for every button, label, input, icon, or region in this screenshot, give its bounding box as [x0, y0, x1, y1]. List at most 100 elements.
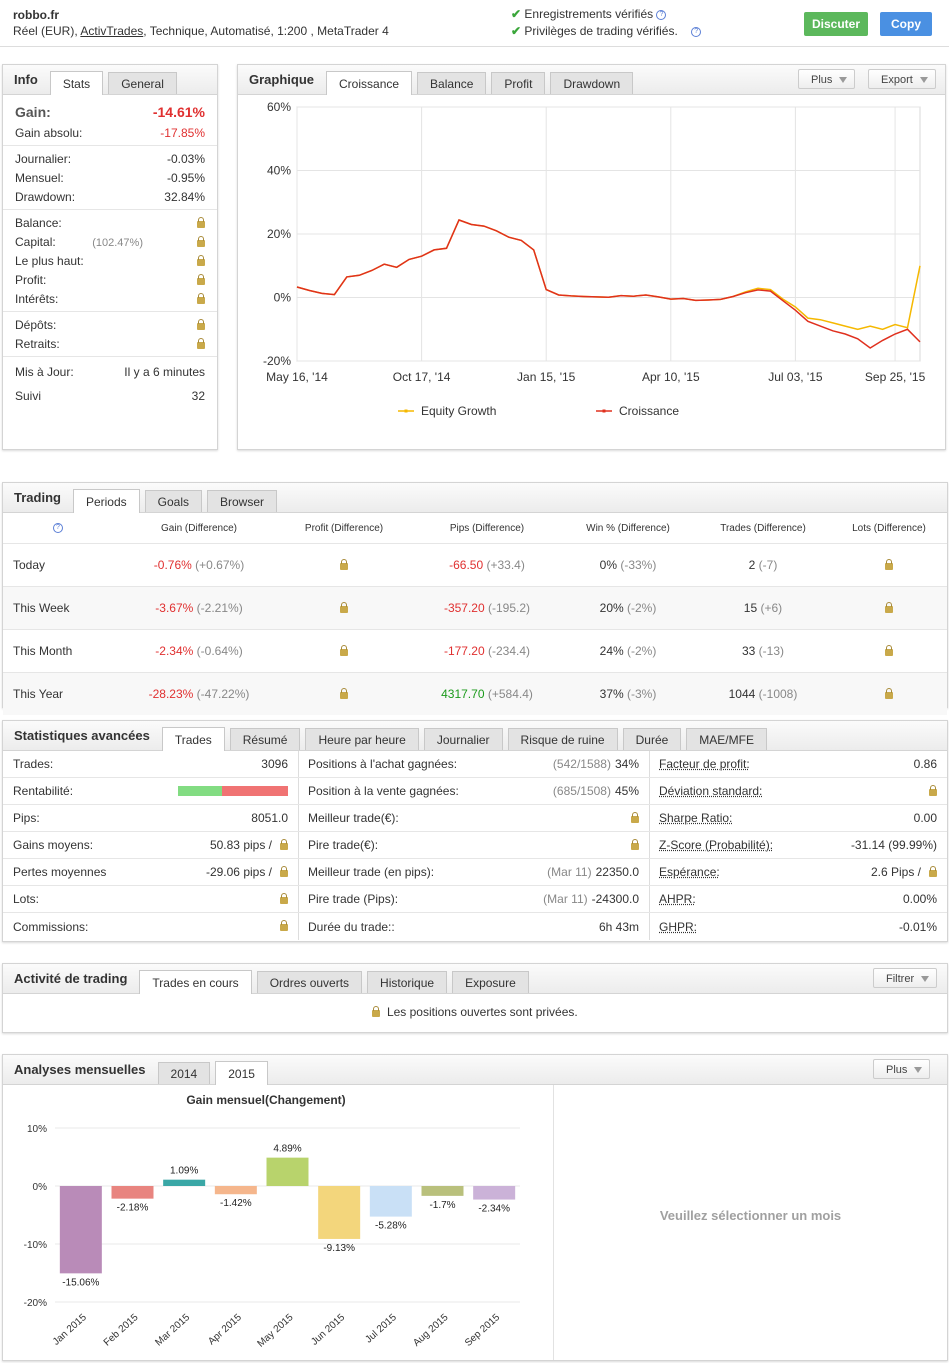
label: Gain absolu: — [15, 125, 83, 140]
difference: (-2%) — [627, 601, 657, 615]
value: Il y a 6 minutes — [124, 365, 205, 379]
bar — [214, 1186, 257, 1195]
discuss-button[interactable]: Discuter — [804, 12, 868, 36]
stats-row: Pertes moyennes -29.06 pips / — [3, 859, 298, 886]
win-cell: 0% (-33%) — [561, 543, 695, 587]
value-cell — [197, 337, 205, 351]
chart-title: Gain mensuel(Changement) — [186, 1093, 345, 1107]
stats-row: Meilleur trade(€): — [298, 805, 649, 832]
value-cell: 3096 — [261, 757, 288, 771]
x-tick-label: Jun 2015 — [309, 1312, 347, 1348]
difference: (-7) — [758, 558, 778, 572]
tab[interactable]: Exposure — [452, 971, 529, 993]
value-cell — [197, 292, 205, 306]
more-button[interactable]: Plus — [798, 69, 856, 89]
tab[interactable]: Goals — [144, 490, 202, 512]
profit-cell — [275, 543, 413, 587]
tab[interactable]: Journalier — [423, 728, 503, 750]
lock-icon — [197, 216, 205, 228]
value: -66.50 — [449, 558, 484, 572]
export-button[interactable]: Export — [868, 69, 936, 89]
gain-row: Gain: -14.61% — [3, 95, 217, 123]
bar — [369, 1186, 412, 1217]
stats-column: Facteur de profit: 0.86 Déviation standard… — [649, 751, 947, 940]
tab[interactable]: Heure par heure — [305, 728, 419, 750]
broker-link[interactable]: ActivTrades — [80, 24, 144, 38]
tab[interactable]: 2015 — [215, 1061, 268, 1085]
lock-icon — [929, 865, 937, 877]
label: Rentabilité: — [13, 784, 74, 798]
panel-title: Statistiques avancées — [14, 728, 150, 743]
gain-cell: -3.67% (-2.21%) — [123, 586, 275, 630]
note: (Mar 11) — [547, 865, 592, 879]
lock-icon — [885, 645, 893, 657]
period-row: This Week -3.67% (-2.21%) -357.20 (-195.2)… — [3, 586, 947, 630]
value: 15 — [743, 601, 758, 615]
value-cell — [280, 920, 288, 931]
tab[interactable]: Historique — [367, 971, 448, 993]
lock-icon — [340, 602, 348, 614]
value-cell: 6h 43m — [599, 920, 639, 934]
tab[interactable]: Résumé — [229, 728, 301, 750]
tab[interactable]: Periods — [72, 489, 140, 513]
value-cell: -0.01% — [899, 920, 937, 934]
value: -0.95% — [166, 170, 205, 185]
period-row: This Month -2.34% (-0.64%) -177.20 (-234.4… — [3, 629, 947, 673]
activity-panel: Activité de trading Trades en cours Ordres… — [2, 963, 948, 1033]
column-header: Win % (Difference) — [586, 522, 670, 534]
copy-button[interactable]: Copy — [880, 12, 932, 36]
tab[interactable]: Trades — [161, 727, 225, 751]
stats-row: Pire trade (Pips): (Mar 11) -24300.0 — [298, 886, 649, 913]
label: Meilleur trade(€): — [308, 811, 399, 825]
stats-row: Z-Score (Probabilité): -31.14 (99.99%) — [649, 832, 947, 859]
value-cell — [631, 811, 639, 823]
lock-icon — [340, 688, 348, 700]
value-label: -1.42% — [220, 1198, 252, 1209]
verified-records: ✔ Enregistrements vérifiés ? — [511, 7, 667, 21]
x-tick-label: May 2015 — [256, 1312, 296, 1350]
x-tick-label: Aug 2015 — [411, 1312, 451, 1349]
tab[interactable]: Stats — [49, 71, 104, 95]
tab[interactable]: Drawdown — [550, 72, 634, 94]
verified-text: Enregistrements vérifiés — [524, 7, 654, 21]
tab[interactable]: General — [108, 72, 177, 94]
tab[interactable]: MAE/MFE — [686, 728, 767, 750]
filter-button[interactable]: Filtrer — [873, 968, 938, 988]
bar — [163, 1179, 206, 1186]
panel-title: Trading — [14, 490, 61, 505]
value: -357.20 — [443, 601, 485, 615]
tab[interactable]: Balance — [417, 72, 487, 94]
stats-row: AHPR: 0.00% — [649, 886, 947, 913]
lots-cell — [831, 629, 947, 673]
label: Dépôts: — [15, 317, 57, 332]
panel-title: Analyses mensuelles — [14, 1062, 146, 1077]
label: Facteur de profit: — [659, 757, 750, 771]
difference: (-47.22%) — [196, 687, 250, 701]
tab-bar: Trading Periods Goals Browser — [3, 483, 947, 513]
tab[interactable]: Ordres ouverts — [256, 971, 363, 993]
value: 8051.0 — [251, 811, 288, 825]
lock-icon — [340, 645, 348, 657]
tab[interactable]: 2014 — [157, 1062, 211, 1084]
tab[interactable]: Browser — [207, 490, 278, 512]
verified-privileges: ✔ Privilèges de trading vérifiés. ? — [511, 24, 702, 38]
pips-cell: -66.50 (+33.4) — [413, 543, 561, 587]
tab[interactable]: Risque de ruine — [507, 728, 618, 750]
tab[interactable]: Profit — [491, 72, 546, 94]
value-cell: -0.03% — [167, 152, 205, 166]
value-cell — [631, 838, 639, 850]
more-button[interactable]: Plus — [873, 1059, 931, 1079]
value: -31.14 (99.99%) — [850, 838, 937, 852]
stats-row: Trades: 3096 — [3, 751, 298, 778]
trades-cell: 2 (-7) — [695, 543, 831, 587]
win-cell: 20% (-2%) — [561, 586, 695, 630]
value: 0.00 — [913, 811, 937, 825]
label: Intérêts: — [15, 291, 59, 306]
tab[interactable]: Croissance — [326, 71, 413, 95]
value: 4317.70 — [441, 687, 485, 701]
info-body: Gain: -14.61% Gain absolu: -17.85% Journalie… — [3, 95, 217, 411]
tab[interactable]: Durée — [622, 728, 682, 750]
empty-message: Veuillez sélectionner un mois — [659, 1208, 842, 1223]
stats-row: GHPR: -0.01% — [649, 913, 947, 940]
tab[interactable]: Trades en cours — [139, 970, 252, 994]
